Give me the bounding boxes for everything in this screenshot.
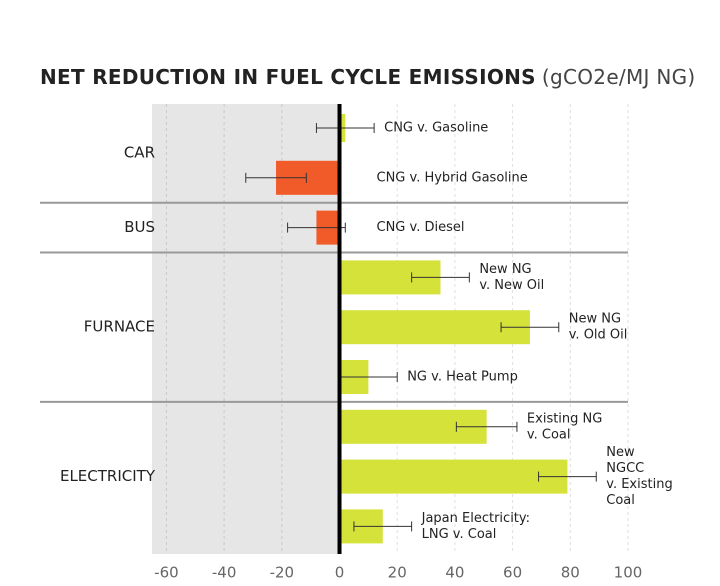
bar-label: v. Existing [606,477,672,492]
x-tick-label: 40 [445,564,464,582]
error-bar [455,421,518,432]
group-label: CAR [124,143,155,161]
group-label: ELECTRICITY [60,467,156,485]
bar [339,310,530,345]
bar-label: Coal [606,493,635,508]
title-main: NET REDUCTION IN FUEL CYCLE EMISSIONS [40,65,536,89]
error-bar [353,521,413,532]
x-tick-label: 0 [335,564,345,582]
group-label: BUS [124,218,155,236]
error-bar [287,222,346,233]
bar-label: New NG [479,262,531,277]
bar-label: CNG v. Gasoline [384,121,488,136]
bar-label: NGCC [606,461,644,476]
group-label: FURNACE [84,318,155,336]
x-tick-label: 20 [388,564,407,582]
x-tick-label: 80 [561,564,580,582]
error-bar [411,272,470,283]
bar-label: New [606,445,635,460]
bar-label: LNG v. Coal [422,527,497,542]
bar-label: v. Coal [527,427,571,442]
bar-label: CNG v. Diesel [377,220,465,235]
x-tick-label: 60 [503,564,522,582]
title-units: (gCO2e/MJ NG) [542,65,696,89]
error-bar [500,322,560,333]
error-bar [315,123,375,133]
bar [339,459,568,494]
bar-label: New NG [569,312,621,327]
x-tick-label: -40 [212,564,237,582]
bar-label: v. Old Oil [569,328,628,343]
x-tick-label: -20 [270,564,295,582]
chart-title: NET REDUCTION IN FUEL CYCLE EMISSIONS (gC… [40,65,696,89]
bar-label: Existing NG [527,411,602,426]
bar-label: CNG v. Hybrid Gasoline [377,170,528,185]
x-tick-label: 100 [614,564,643,582]
error-bar [538,471,597,482]
bar-label: NG v. Heat Pump [407,370,518,385]
x-tick-label: -60 [154,564,179,582]
error-bar [245,172,307,183]
bar-label: Japan Electricity: [421,511,530,526]
bar-label: v. New Oil [479,278,544,293]
